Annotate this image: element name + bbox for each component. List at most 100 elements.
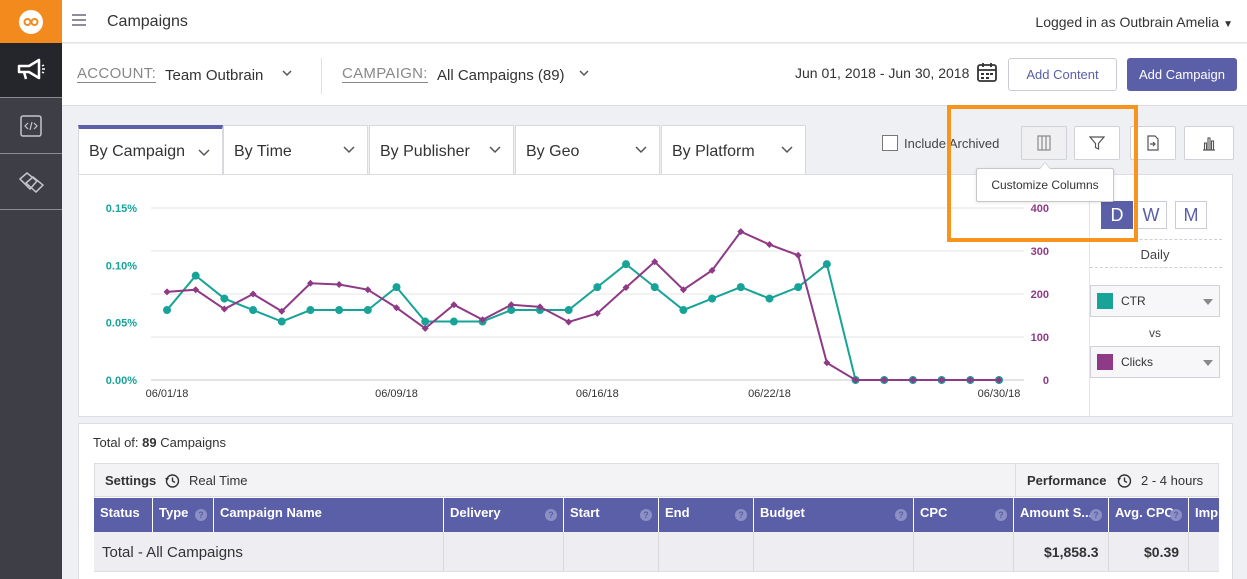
- tab-by-publisher[interactable]: By Publisher: [369, 125, 514, 175]
- ctr-series-line: [166, 262, 999, 381]
- column-end[interactable]: End?: [659, 498, 754, 532]
- total-prefix: Total of:: [93, 435, 139, 450]
- chart-panel: 0.00% 0.05% 0.10% 0.15% 0 100 200 300 400 06/01/1…: [78, 174, 1233, 417]
- x-tick-label: 06/22/18: [748, 388, 791, 400]
- y-right-tick-label: 300: [1031, 246, 1049, 258]
- tags-nav-item[interactable]: [0, 155, 62, 210]
- ctr-point: [564, 306, 573, 315]
- column-amount-spent[interactable]: Amount S...?: [1014, 498, 1109, 532]
- column-label: Avg. CPC: [1115, 505, 1174, 520]
- tab-by-time[interactable]: By Time: [223, 125, 368, 175]
- primary-metric-select[interactable]: CTR: [1090, 285, 1220, 317]
- ctr-swatch: [1097, 293, 1113, 309]
- customize-columns-button[interactable]: [1021, 126, 1067, 160]
- tab-label: By Geo: [526, 143, 580, 160]
- clicks-point: [220, 305, 228, 313]
- column-type[interactable]: Type?: [153, 498, 214, 532]
- clicks-point: [421, 324, 429, 332]
- tab-by-geo[interactable]: By Geo: [515, 125, 660, 175]
- export-button[interactable]: [1130, 126, 1176, 160]
- performance-label: Performance: [1027, 473, 1107, 488]
- date-range[interactable]: Jun 01, 2018 - Jun 30, 2018: [795, 65, 970, 81]
- history-icon: [165, 474, 180, 488]
- help-icon[interactable]: ?: [895, 509, 907, 521]
- chart-toggle-button[interactable]: [1184, 126, 1234, 160]
- left-nav: [0, 0, 62, 579]
- checkbox[interactable]: [882, 135, 898, 151]
- column-budget[interactable]: Budget?: [754, 498, 914, 532]
- code-nav-item[interactable]: [0, 99, 62, 154]
- include-archived-label: Include Archived: [904, 135, 1000, 151]
- column-delivery[interactable]: Delivery?: [444, 498, 564, 532]
- hamburger-menu-icon[interactable]: [72, 14, 86, 26]
- clicks-point: [966, 376, 974, 384]
- column-campaign-name[interactable]: Campaign Name: [214, 498, 444, 532]
- export-icon: [1147, 135, 1159, 151]
- period-week-button[interactable]: W: [1135, 201, 1167, 229]
- period-label: Daily: [1140, 247, 1170, 262]
- clicks-point: [852, 376, 860, 384]
- period-month-button[interactable]: M: [1175, 201, 1207, 229]
- clicks-series-line: [166, 230, 999, 381]
- column-label: End: [665, 505, 690, 520]
- divider: [321, 58, 322, 94]
- ctr-point: [191, 271, 200, 280]
- campaigns-nav-item[interactable]: [0, 43, 62, 98]
- table-header: Status Type? Campaign Name Delivery? Sta…: [94, 498, 1219, 532]
- campaign-selector[interactable]: All Campaigns (89): [437, 67, 565, 84]
- help-icon[interactable]: ?: [1090, 509, 1102, 521]
- clicks-point: [679, 286, 687, 294]
- column-avg-cpc[interactable]: Avg. CPC?: [1109, 498, 1189, 532]
- include-archived-checkbox[interactable]: Include Archived: [882, 135, 999, 151]
- outbrain-logo[interactable]: [0, 0, 62, 43]
- help-icon[interactable]: ?: [995, 509, 1007, 521]
- clicks-point: [995, 376, 1003, 384]
- chevron-down-icon[interactable]: [282, 68, 292, 78]
- column-status[interactable]: Status: [94, 498, 153, 532]
- y-left-tick-label: 0.15%: [106, 203, 137, 215]
- help-icon[interactable]: ?: [195, 509, 207, 521]
- table-cell: [754, 532, 914, 572]
- table-cell: [914, 532, 1014, 572]
- ctr-point: [306, 306, 315, 315]
- ctr-point: [708, 294, 717, 303]
- tab-by-platform[interactable]: By Platform: [661, 125, 806, 175]
- campaigns-table-panel: Total of: 89 Campaigns Settings Real Tim…: [78, 423, 1233, 579]
- help-icon[interactable]: ?: [1170, 509, 1182, 521]
- add-content-button[interactable]: Add Content: [1008, 58, 1117, 91]
- column-cpc[interactable]: CPC?: [914, 498, 1014, 532]
- table-row: Total - All Campaigns $1,858.3 $0.39: [94, 532, 1219, 572]
- column-impressions[interactable]: Imp: [1189, 498, 1219, 532]
- ctr-point: [507, 306, 516, 315]
- add-campaign-button[interactable]: Add Campaign: [1127, 58, 1237, 91]
- caret-down-icon: [1203, 299, 1213, 305]
- period-day-button[interactable]: D: [1101, 201, 1133, 229]
- filter-button[interactable]: [1074, 126, 1120, 160]
- clicks-point: [450, 301, 458, 309]
- ctr-point: [622, 260, 631, 269]
- tab-label: By Publisher: [380, 143, 470, 160]
- settings-label: Settings: [105, 473, 157, 488]
- clicks-point: [278, 307, 286, 315]
- column-start[interactable]: Start?: [564, 498, 659, 532]
- clicks-point: [765, 241, 773, 249]
- user-menu[interactable]: Logged in as Outbrain Amelia ▼: [1035, 14, 1233, 30]
- column-label: Campaign Name: [220, 505, 322, 520]
- account-selector[interactable]: Team Outbrain: [165, 67, 264, 84]
- columns-icon: [1037, 135, 1051, 151]
- tab-by-campaign[interactable]: By Campaign: [78, 125, 223, 176]
- clicks-point: [192, 286, 200, 294]
- clicks-point: [565, 318, 573, 326]
- clicks-point: [593, 309, 601, 317]
- tab-label: By Campaign: [89, 143, 186, 160]
- total-avg-cpc: $0.39: [1144, 544, 1180, 560]
- ctr-point: [335, 306, 344, 315]
- performance-time: 2 - 4 hours: [1141, 473, 1204, 488]
- help-icon[interactable]: ?: [640, 509, 652, 521]
- calendar-icon[interactable]: [977, 62, 997, 82]
- secondary-metric-select[interactable]: Clicks: [1090, 346, 1220, 378]
- help-icon[interactable]: ?: [735, 509, 747, 521]
- help-icon[interactable]: ?: [545, 509, 557, 521]
- column-label: Type: [159, 505, 189, 520]
- chevron-down-icon[interactable]: [579, 68, 589, 78]
